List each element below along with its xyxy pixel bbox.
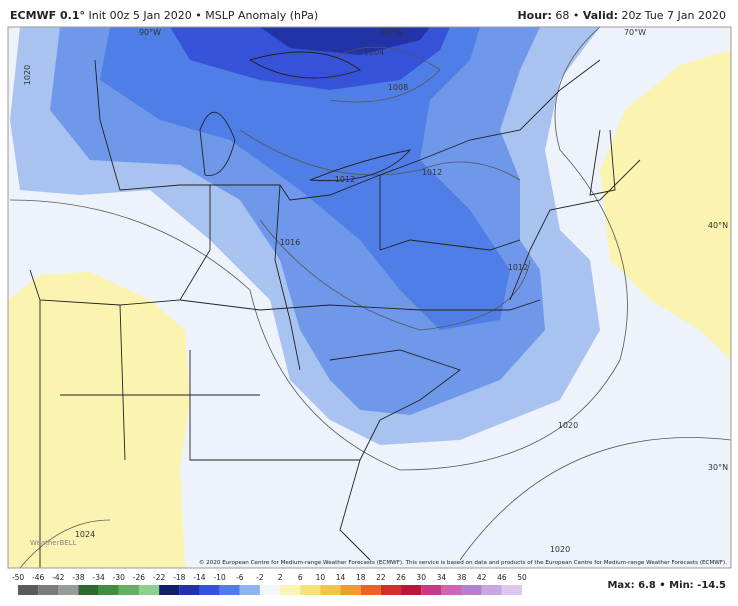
colorbar-swatch [380,585,402,595]
colorbar-swatch [501,585,522,595]
contour-label: 1020 [23,65,32,85]
colorbar-tick-label: -6 [236,573,244,582]
state-border [274,175,521,371]
colorbar-swatch [280,585,301,595]
colorbar-tick-label: -14 [193,573,205,582]
colorbar-tick-label: 22 [376,573,386,582]
state-border [329,349,461,461]
colorbar-tick-label: -30 [113,573,125,582]
colorbar-swatch [199,585,220,595]
contour-label: 1008 [388,83,408,92]
colorbar-swatch [18,585,39,595]
colorbar-tick-label: -34 [93,573,105,582]
colorbar-swatch [441,585,462,595]
colorbar-swatch [78,585,99,595]
colorbar-swatch [38,585,59,595]
isobar [19,519,111,568]
state-border [29,59,211,306]
colorbar-tick-label: -22 [153,573,165,582]
state-border [210,59,601,201]
colorbar-swatch [179,585,200,595]
graticule-label: 90°W [139,28,161,37]
colorbar-tick-label: 38 [457,573,467,582]
contour-label: 1020 [550,545,570,554]
colorbar-tick-label: 34 [437,573,447,582]
copyright: © 2020 European Centre for Medium-range … [199,559,727,566]
colorbar-tick-label: -42 [52,573,64,582]
colorbar-swatch [320,585,341,595]
colorbar-tick-label: 46 [497,573,507,582]
isobar [259,219,531,331]
header-right: Hour: 68 • Valid: 20z Tue 7 Jan 2020 [517,9,726,22]
colorbar-tick-label: -10 [213,573,225,582]
model: ECMWF 0.1° [10,9,85,22]
graticule-label: 30°N [708,463,728,472]
description: Init 00z 5 Jan 2020 • MSLP Anomaly (hPa) [89,9,319,22]
isobar [329,46,441,103]
valid-label: Valid: [583,9,618,22]
graticule-label: 70°W [624,28,646,37]
colorbar-tick-label: -18 [173,573,185,582]
map-frame [7,26,732,569]
isobar [459,437,731,561]
contour-label: 1012 [422,168,442,177]
positive-anomaly [600,50,731,360]
logo: WeatherBELL [30,539,77,547]
colorbar-tick-label: 50 [517,573,527,582]
colorbar-tick-label: -50 [12,573,24,582]
state-border [179,299,541,311]
hour-label: Hour: [517,9,551,22]
colorbar-swatch [239,585,260,595]
colorbar-swatch [219,585,240,595]
colorbar-swatch [461,585,482,595]
colorbar-swatch [340,585,361,595]
contour-label: 1012 [508,263,528,272]
colorbar-tick-label: -2 [256,573,264,582]
map [7,26,732,569]
colorbar-swatch [98,585,119,595]
colorbar-swatch [58,585,79,595]
colorbar-tick-label: 30 [416,573,426,582]
colorbar: -50 -46 -42 -38 -34 -30 -26 -22 -18 -14 -10 -6 -2 2 6 1… [12,573,527,595]
valid: 20z Tue 7 Jan 2020 [622,9,727,22]
colorbar-tick-label: 14 [336,573,346,582]
colorbar-swatch [360,585,381,595]
colorbar-swatch [481,585,502,595]
colorbar-swatch [421,585,442,595]
lake [199,51,412,182]
contour-label: 1016 [280,238,300,247]
colorbar-tick-label: 42 [477,573,487,582]
isobar [239,129,521,181]
stats: Max: 6.8 • Min: -14.5 [607,580,726,591]
coast [509,129,641,301]
graticule-label: 80°W [381,28,403,37]
colorbar-tick-label: 18 [356,573,366,582]
isobar [9,27,628,471]
colorbar-tick-label: 10 [316,573,326,582]
negative-anomaly [100,27,510,330]
contour-label: 1012 [335,175,355,184]
positive-anomaly [8,272,190,568]
contour-label: 1020 [558,421,578,430]
colorbar-swatch [159,585,180,595]
contour-label: 1004 [364,48,384,57]
colorbar-swatch [300,585,321,595]
colorbar-tick-label: 26 [396,573,406,582]
colorbar-tick-label: 6 [298,573,303,582]
header-left: ECMWF 0.1° Init 00z 5 Jan 2020 • MSLP An… [10,9,318,22]
colorbar-tick-label: -38 [72,573,84,582]
colorbar-swatch [138,585,160,595]
graticule-label: 40°N [708,221,728,230]
hour: 68 • [555,9,579,22]
colorbar-tick-label: -26 [133,573,145,582]
contour-label: 1024 [75,530,95,539]
state-border [39,300,371,568]
colorbar-tick-label: 2 [278,573,283,582]
colorbar-swatch [401,585,422,595]
colorbar-swatch [259,585,281,595]
colorbar-swatch [118,585,139,595]
colorbar-tick-label: -46 [32,573,44,582]
